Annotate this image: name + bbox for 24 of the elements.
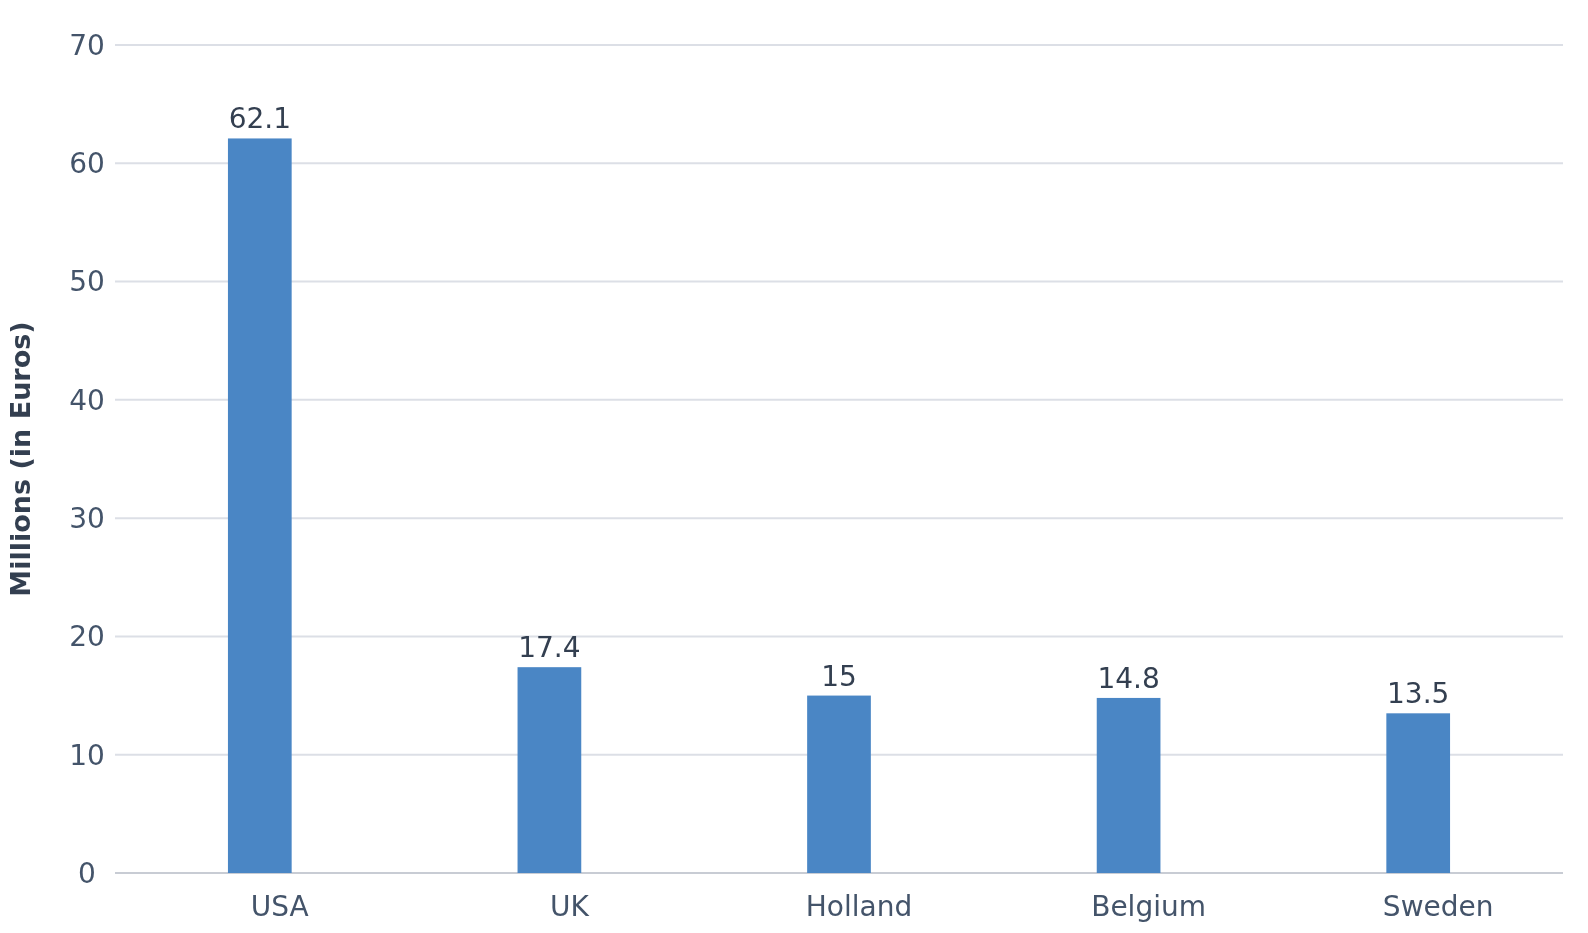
- y-axis-title: Millions (in Euros): [5, 321, 36, 597]
- x-tick-label: Belgium: [1091, 890, 1206, 923]
- data-label: 62.1: [228, 102, 291, 136]
- y-tick-label: 30: [69, 501, 105, 535]
- y-tick-label: 20: [69, 620, 105, 654]
- data-label: 15: [821, 659, 857, 693]
- bar: [1096, 697, 1161, 873]
- y-tick-label: 40: [69, 383, 105, 417]
- x-tick-label: UK: [549, 890, 590, 923]
- y-tick-label: 0: [78, 856, 96, 890]
- y-tick-label: 60: [69, 147, 105, 181]
- bar: [517, 667, 582, 873]
- data-label: 17.4: [518, 631, 581, 665]
- x-tick-label: USA: [250, 890, 309, 923]
- data-label: 14.8: [1097, 661, 1160, 695]
- x-tick-label: Holland: [805, 890, 913, 923]
- y-tick-label: 50: [69, 265, 105, 299]
- y-tick-label: 70: [69, 28, 105, 62]
- x-tick-label: Sweden: [1382, 890, 1494, 923]
- data-label: 13.5: [1387, 677, 1450, 711]
- y-tick-label: 10: [69, 738, 105, 772]
- bar: [807, 695, 871, 873]
- bar: [227, 138, 292, 873]
- bar: [1386, 713, 1451, 873]
